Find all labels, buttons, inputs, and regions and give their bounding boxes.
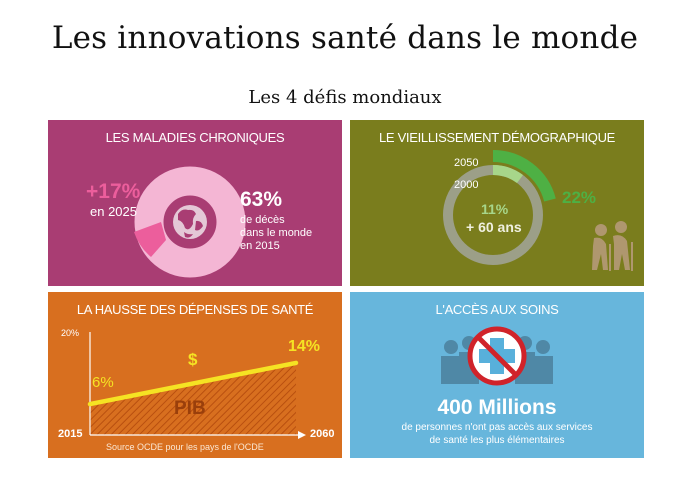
spending-start-value: 6% — [92, 374, 114, 391]
chronic-heading: LES MALADIES CHRONIQUES — [105, 130, 285, 145]
spending-end-value: 14% — [288, 338, 321, 355]
chronic-growth-pct: +17% — [86, 180, 141, 203]
access-desc-1: de personnes n'ont pas accès aux service… — [401, 422, 593, 433]
page-title: Les innovations santé dans le monde — [51, 20, 639, 56]
access-care-panel: L'ACCÈS AUX SOINS 400 Millions de person… — [350, 292, 644, 458]
chronic-share-pct: 63% — [240, 188, 283, 211]
spending-x-arrow — [298, 431, 306, 439]
aging-pct-2000: 11% — [481, 201, 509, 217]
aging-2050-arc — [492, 150, 556, 202]
spending-line — [87, 360, 299, 407]
aging-donut — [443, 150, 556, 265]
page-subtitle: Les 4 défis mondiaux — [248, 87, 442, 108]
spending-area-label: PIB — [174, 398, 206, 419]
spending-year-start: 2015 — [58, 428, 83, 440]
spending-currency: $ — [188, 350, 198, 369]
spending-heading: LA HAUSSE DES DÉPENSES DE SANTÉ — [76, 302, 314, 317]
chronic-desc-1: de décès — [240, 214, 285, 226]
aging-heading: LE VIEILLISSEMENT DÉMOGRAPHIQUE — [378, 130, 616, 145]
health-spending-panel: LA HAUSSE DES DÉPENSES DE SANTÉ 20% 6% 1… — [48, 292, 342, 458]
spending-y-max-label: 20% — [61, 328, 80, 338]
access-big-number: 400 Millions — [437, 396, 557, 419]
chronic-desc-3: en 2015 — [240, 240, 280, 252]
aging-year-2000: 2000 — [454, 179, 479, 191]
chronic-growth-year: en 2025 — [90, 204, 137, 219]
chronic-desc-2: dans le monde — [240, 227, 313, 239]
aging-age-label: + 60 ans — [466, 219, 522, 235]
no-medical-cross-icon — [467, 326, 527, 386]
access-heading: L'ACCÈS AUX SOINS — [435, 302, 559, 317]
aging-pct-2050: 22% — [562, 188, 597, 207]
globe-icon — [173, 205, 207, 239]
chronic-diseases-panel: LES MALADIES CHRONIQUES +17% en 2025 63%… — [48, 120, 342, 286]
elderly-couple-icon — [592, 221, 633, 271]
spending-source: Source OCDE pour les pays de l'OCDE — [106, 442, 264, 452]
chronic-ring-base — [134, 166, 246, 278]
aging-2000-arc — [492, 165, 523, 184]
aging-panel: LE VIEILLISSEMENT DÉMOGRAPHIQUE 2050 200… — [350, 120, 644, 286]
chronic-growth-segment — [134, 222, 166, 257]
access-desc-2: de santé les plus élémentaires — [429, 435, 565, 446]
aging-year-2050: 2050 — [454, 157, 479, 169]
spending-area — [90, 362, 296, 435]
spending-chart — [87, 332, 306, 439]
spending-year-end: 2060 — [310, 428, 335, 440]
